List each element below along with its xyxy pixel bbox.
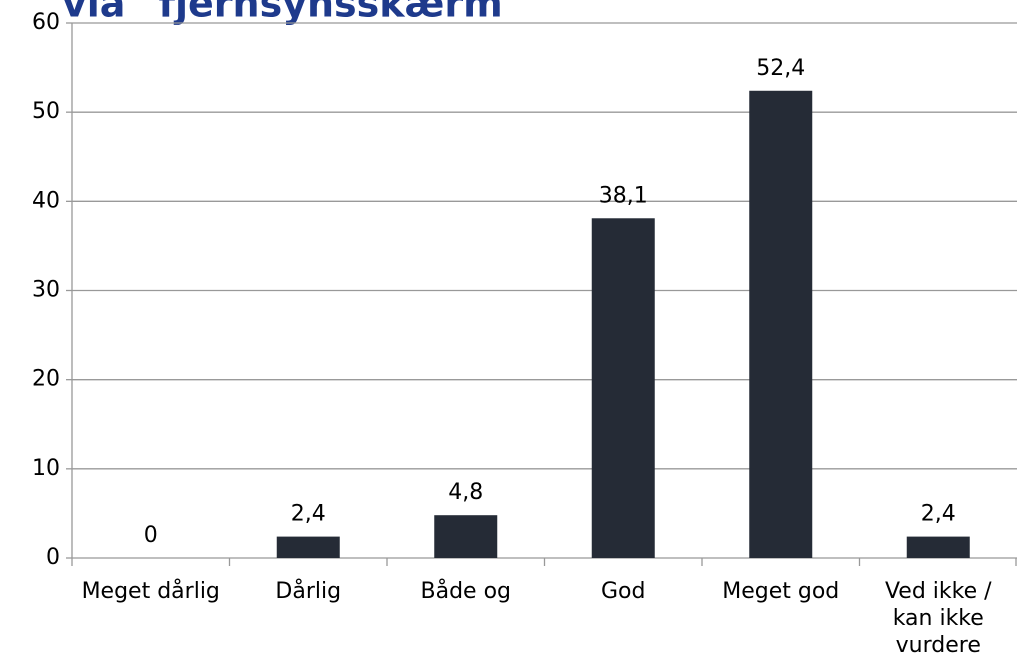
bar [276, 536, 340, 558]
y-tick-label: 60 [32, 10, 60, 35]
y-tick-label: 40 [32, 188, 60, 213]
data-label: 2,4 [291, 502, 326, 527]
data-label: 4,8 [448, 480, 483, 505]
x-tick-label: Ved ikke / kan ikke vurdere [884, 579, 992, 658]
bar [749, 90, 813, 559]
y-tick-label: 10 [32, 456, 60, 481]
bar [906, 536, 970, 558]
y-tick-label: 20 [32, 367, 60, 392]
y-tick-label: 30 [32, 278, 60, 303]
x-tick-label: Meget god [722, 579, 840, 604]
y-tick-label: 0 [46, 545, 60, 570]
chart-title: via "fjernsynsskærm" [62, 0, 523, 26]
data-label: 38,1 [599, 183, 648, 208]
data-label: 2,4 [921, 502, 956, 527]
x-tick-label: Meget dårlig [81, 579, 220, 604]
y-tick-label: 50 [32, 99, 60, 124]
bar [434, 515, 498, 558]
data-label: 52,4 [756, 56, 805, 81]
x-tick-label: God [601, 579, 646, 604]
data-label: 0 [144, 523, 158, 548]
x-tick-label: Både og [420, 579, 512, 604]
bar [591, 218, 655, 558]
x-tick-label: Dårlig [275, 579, 342, 604]
